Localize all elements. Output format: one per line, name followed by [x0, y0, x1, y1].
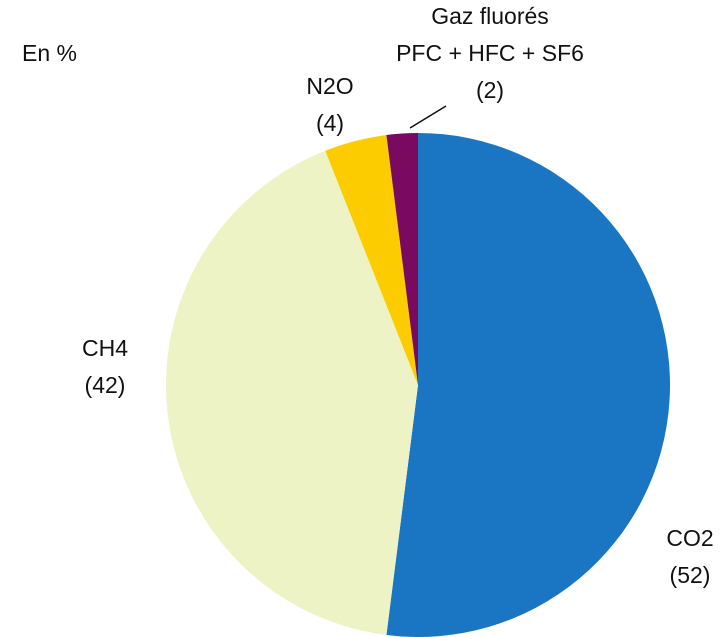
value-label: (2): [476, 77, 504, 103]
slice-label: N2O: [306, 73, 353, 99]
slice-label: CH4: [82, 335, 128, 361]
leader-line: [409, 105, 447, 129]
pie-slice: [386, 133, 670, 637]
value-label: (42): [85, 372, 126, 398]
value-label: (4): [316, 110, 344, 136]
pie-slice: [166, 150, 418, 636]
slice-label: PFC + HFC + SF6: [396, 40, 584, 66]
slice-label: CO2: [666, 525, 713, 551]
slice-label: Gaz fluorés: [431, 3, 549, 29]
value-label: (52): [670, 562, 711, 588]
pie-slice: [386, 133, 418, 385]
unit-label: En %: [22, 40, 77, 66]
pie-slice: [325, 134, 418, 385]
